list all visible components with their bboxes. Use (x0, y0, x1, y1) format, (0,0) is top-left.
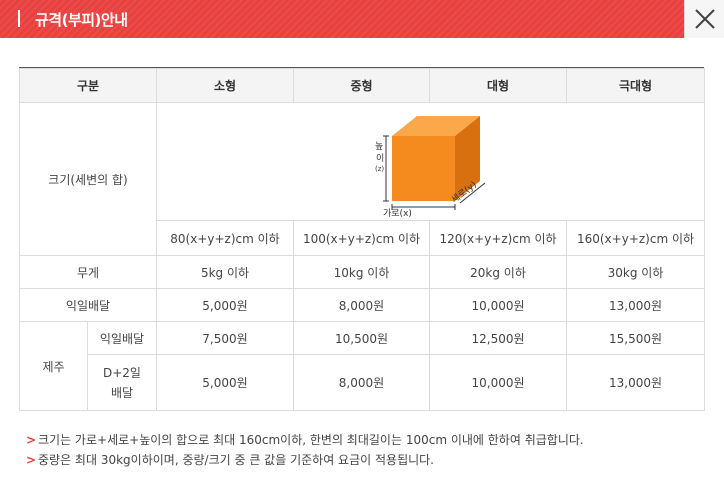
close-icon (695, 9, 715, 29)
next-day-row: 익일배달 5,000원 8,000원 10,000원 13,000원 (19, 288, 705, 322)
size-row-label: 크기(세변의 합) (19, 102, 157, 256)
next-day-large: 10,000원 (429, 288, 567, 322)
box-illustration: 높 이 (z) 가로(x) 세로(y) (157, 103, 704, 220)
depth-arrow (459, 182, 486, 204)
box-front-face (392, 136, 455, 201)
jeju-d2-large: 10,000원 (429, 354, 567, 411)
dimension-extra-large: 160(x+y+z)cm 이하 (566, 220, 705, 256)
column-header-small: 소형 (156, 68, 294, 103)
weight-row: 무게 5kg 이하 10kg 이하 20kg 이하 30kg 이하 (19, 255, 705, 289)
height-label-3: (z) (375, 165, 384, 173)
note-text-size: 크기는 가로+세로+높이의 합으로 최대 160cm이하, 한변의 최대길이는 … (38, 433, 584, 447)
column-header-extra-large: 극대형 (566, 68, 705, 103)
box-side-face (455, 116, 480, 201)
jeju-next-day-small: 7,500원 (156, 321, 294, 355)
dimension-small: 80(x+y+z)cm 이하 (156, 220, 294, 256)
jeju-d2-label: D+2일 배달 (87, 354, 157, 411)
box-top-face (392, 116, 480, 136)
jeju-next-day-row: 제주 익일배달 7,500원 10,500원 12,500원 15,500원 (19, 321, 705, 411)
width-label: 가로(x) (383, 208, 412, 217)
height-label-1: 높 (375, 141, 383, 152)
weight-extra-large: 30kg 이하 (566, 255, 705, 289)
column-header-medium: 중형 (293, 68, 430, 103)
next-day-label: 익일배달 (19, 288, 157, 322)
next-day-extra-large: 13,000원 (566, 288, 705, 322)
next-day-small: 5,000원 (156, 288, 294, 322)
note-text-weight: 중량은 최대 30kg이하이며, 중량/크기 중 큰 값을 기준하여 요금이 적… (38, 453, 435, 467)
jeju-next-day-large: 12,500원 (429, 321, 567, 355)
jeju-next-day-extra-large: 15,500원 (566, 321, 705, 355)
jeju-d2-small: 5,000원 (156, 354, 294, 411)
next-day-medium: 8,000원 (293, 288, 430, 322)
weight-label: 무게 (19, 255, 157, 289)
jeju-label: 제주 (19, 321, 88, 411)
chevron-right-icon: > (26, 433, 37, 447)
column-header-large: 대형 (429, 68, 567, 103)
dimension-large: 120(x+y+z)cm 이하 (429, 220, 567, 256)
jeju-d2-label-line2: 배달 (110, 386, 134, 400)
notes-section: > 크기는 가로+세로+높이의 합으로 최대 160cm이하, 한변의 최대길이… (26, 430, 584, 470)
close-button[interactable] (684, 0, 724, 38)
box-dimensions-illustration: 높 이 (z) 가로(x) 세로(y) (375, 116, 486, 217)
weight-small: 5kg 이하 (156, 255, 294, 289)
column-header-category: 구분 (19, 68, 157, 103)
box-image-row: 크기(세변의 합) 높 이 (z) 가로(x) (19, 102, 705, 256)
dimension-row: 80(x+y+z)cm 이하 100(x+y+z)cm 이하 120(x+y+z… (20, 220, 705, 256)
jeju-next-day-label: 익일배달 (87, 321, 157, 355)
chevron-right-icon: > (26, 453, 37, 467)
weight-large: 20kg 이하 (429, 255, 567, 289)
note-item: > 크기는 가로+세로+높이의 합으로 최대 160cm이하, 한변의 최대길이… (26, 430, 584, 450)
jeju-d2-label-line1: D+2일 (103, 366, 141, 380)
weight-medium: 10kg 이하 (293, 255, 430, 289)
jeju-d2-medium: 8,000원 (293, 354, 430, 411)
modal-title: 규격(부피)안내 (35, 11, 128, 29)
dimension-medium: 100(x+y+z)cm 이하 (293, 220, 430, 256)
size-spec-table: 구분 소형 중형 대형 극대형 크기(세변의 합) 높 (19, 68, 705, 411)
jeju-d2-extra-large: 13,000원 (566, 354, 705, 411)
note-item: > 중량은 최대 30kg이하이며, 중량/크기 중 큰 값을 기준하여 요금이… (26, 450, 584, 470)
jeju-next-day-medium: 10,500원 (293, 321, 430, 355)
height-label-2: 이 (376, 153, 384, 164)
table-header-row: 구분 소형 중형 대형 극대형 (19, 68, 705, 103)
title-accent-bar (18, 10, 20, 27)
modal-header: 규격(부피)안내 (0, 0, 724, 38)
jeju-d2-row: D+2일 배달 5,000원 8,000원 10,000원 13,000원 (20, 354, 705, 411)
